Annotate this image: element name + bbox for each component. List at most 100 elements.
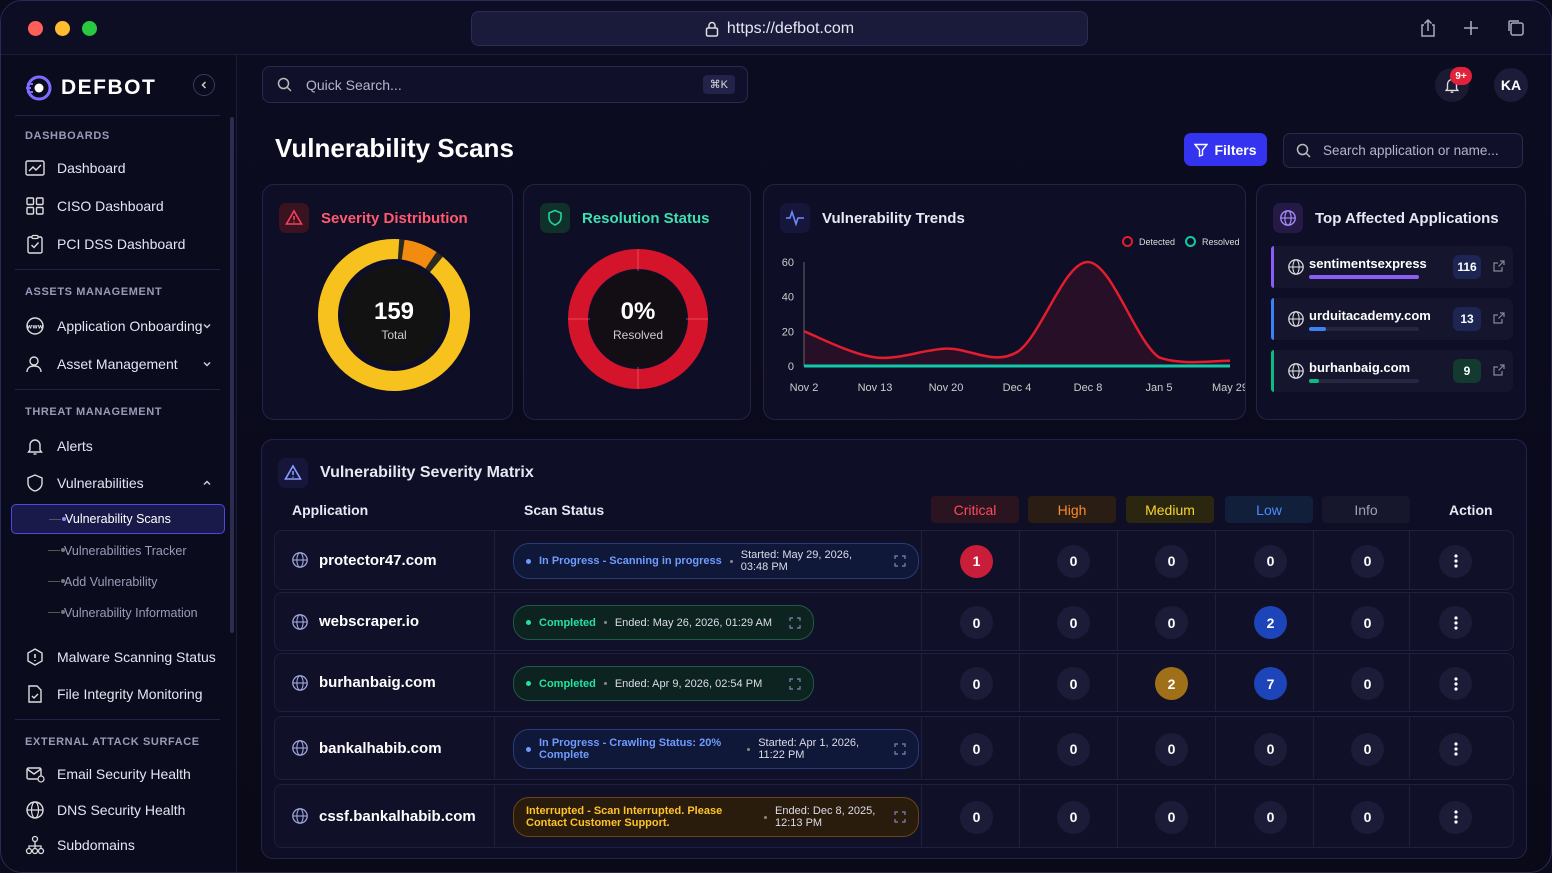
brand-logo[interactable]: DEFBOT — [25, 73, 156, 103]
filters-button[interactable]: Filters — [1184, 133, 1267, 166]
sidebar-subitem-vulnerabilities-tracker[interactable]: Vulnerabilities Tracker — [11, 536, 225, 566]
sidebar-subitem-vulnerability-scans[interactable]: Vulnerability Scans — [11, 504, 225, 534]
sidebar-item-ciso-dashboard[interactable]: CISO Dashboard — [15, 190, 220, 222]
low-count: 7 — [1254, 667, 1287, 700]
sidebar-subitem-label: Vulnerability Information — [64, 606, 198, 620]
sidebar-item-subdomains[interactable]: Subdomains — [15, 829, 220, 861]
card-icon-wrap — [540, 203, 570, 233]
globe-icon — [292, 808, 308, 824]
high-count: 0 — [1057, 667, 1090, 700]
critical-count: 0 — [960, 606, 993, 639]
top-affected-applications-card: Top Affected Applications sentimentsexpr… — [1256, 184, 1526, 420]
application-cell[interactable]: cssf.bankalhabib.com — [275, 785, 495, 847]
minimize-window-button[interactable] — [55, 21, 70, 36]
card-header: Severity Distribution — [279, 203, 468, 233]
tabs-overview-icon[interactable] — [1505, 17, 1527, 39]
sidebar-scrollbar[interactable] — [230, 117, 234, 633]
table-row: burhanbaig.com Completed Ended: Apr 9, 2… — [274, 653, 1514, 712]
sidebar-item-file-integrity-monitoring[interactable]: File Integrity Monitoring — [15, 678, 220, 710]
scan-status-pill: In Progress - Crawling Status: 20% Compl… — [513, 729, 919, 769]
shield-icon — [27, 474, 43, 492]
cell-divider — [1215, 717, 1216, 779]
more-vertical-icon — [1453, 742, 1458, 756]
sidebar-item-label: DNS Security Health — [57, 802, 186, 818]
critical-count: 0 — [960, 667, 993, 700]
column-header-application: Application — [292, 501, 369, 518]
sidebar-item-label: Asset Management — [57, 356, 178, 372]
status-dot — [526, 681, 531, 686]
x-tick-label: May 29 — [1212, 382, 1245, 394]
row-actions-button[interactable] — [1439, 544, 1472, 578]
www-globe-icon: www — [26, 317, 44, 335]
card-title: Top Affected Applications — [1315, 209, 1499, 227]
external-link-icon[interactable] — [1493, 364, 1505, 376]
row-actions-button[interactable] — [1439, 667, 1472, 700]
top-app-item[interactable]: urduitacademy.com 13 — [1271, 298, 1513, 340]
sidebar-item-label: PCI DSS Dashboard — [57, 236, 186, 252]
scan-status-text: In Progress - Scanning in progress — [539, 555, 722, 567]
cell-divider — [1019, 785, 1020, 847]
severity-total-label: Total — [381, 328, 407, 342]
sidebar-item-alerts[interactable]: Alerts — [15, 430, 220, 462]
row-actions-button[interactable] — [1439, 732, 1472, 766]
top-app-item[interactable]: sentimentsexpress 116 — [1271, 246, 1513, 288]
expand-icon[interactable] — [894, 811, 906, 823]
sidebar-item-label: Vulnerabilities — [57, 475, 144, 491]
application-search-input[interactable]: Search application or name... — [1283, 133, 1523, 168]
application-cell[interactable]: protector47.com — [275, 531, 495, 589]
cell-divider — [1117, 531, 1118, 589]
sidebar-item-asset-management[interactable]: Asset Management — [15, 348, 220, 380]
expand-icon[interactable] — [789, 677, 801, 690]
expand-icon[interactable] — [894, 555, 906, 567]
row-actions-button[interactable] — [1439, 800, 1472, 834]
sidebar-item-malware-scanning-status[interactable]: Malware Scanning Status — [15, 641, 220, 673]
card-title: Vulnerability Trends — [822, 209, 965, 227]
sidebar: DEFBOT DASHBOARDS Dashboard CISO Dashboa… — [1, 55, 237, 872]
application-cell[interactable]: bankalhabib.com — [275, 717, 495, 779]
sidebar-item-application-onboarding[interactable]: www Application Onboarding — [15, 310, 220, 342]
scan-timestamp: Started: Apr 1, 2026, 11:22 PM — [758, 737, 860, 761]
row-actions-button[interactable] — [1439, 606, 1472, 639]
new-tab-icon[interactable] — [1460, 17, 1482, 39]
expand-icon[interactable] — [789, 616, 801, 629]
low-count: 0 — [1254, 732, 1287, 766]
maximize-window-button[interactable] — [82, 21, 97, 36]
share-icon[interactable] — [1417, 17, 1439, 39]
scan-timestamp: Ended: Dec 8, 2025, 12:13 PM — [775, 805, 876, 829]
column-header-high: High — [1028, 496, 1116, 523]
scan-timestamp: Ended: Apr 9, 2026, 02:54 PM — [614, 677, 763, 690]
top-app-item[interactable]: burhanbaig.com 9 — [1271, 350, 1513, 392]
sidebar-subitem-vulnerability-information[interactable]: Vulnerability Information — [11, 598, 225, 628]
quick-search-input[interactable]: Quick Search... ⌘K — [262, 66, 748, 103]
sidebar-item-dns-security-health[interactable]: DNS Security Health — [15, 794, 220, 826]
url-bar[interactable]: https://defbot.com — [471, 11, 1088, 46]
vulnerability-trends-chart: 0 20 40 60 Nov 2 Nov 13 Nov 20 Dec 4 Dec 8 Jan 5 M… — [782, 257, 1245, 394]
critical-count: 0 — [960, 732, 993, 766]
warning-triangle-icon — [284, 464, 302, 480]
external-link-icon[interactable] — [1493, 312, 1505, 324]
scan-status-pill: Completed Ended: Apr 9, 2026, 02:54 PM — [513, 666, 814, 701]
chevron-left-icon — [201, 81, 207, 89]
expand-icon[interactable] — [894, 743, 906, 755]
application-cell[interactable]: webscraper.io — [275, 593, 495, 650]
external-link-icon[interactable] — [1493, 260, 1505, 272]
status-separator — [603, 621, 607, 624]
table-row: protector47.com In Progress - Scanning i… — [274, 530, 1514, 590]
globe-icon — [292, 740, 308, 756]
sidebar-item-email-security-health[interactable]: Email Security Health — [15, 758, 220, 790]
more-vertical-icon — [1453, 554, 1458, 568]
resolution-value: 0% — [620, 298, 656, 325]
sidebar-subitem-add-vulnerability[interactable]: Add Vulnerability — [11, 567, 225, 597]
collapse-sidebar-button[interactable] — [193, 74, 215, 96]
sidebar-item-pci-dss-dashboard[interactable]: PCI DSS Dashboard — [15, 228, 220, 260]
sidebar-item-dashboard[interactable]: Dashboard — [15, 152, 220, 184]
high-count: 0 — [1057, 606, 1090, 639]
medium-count: 2 — [1155, 667, 1188, 700]
top-app-count: 116 — [1453, 255, 1481, 279]
table-row: bankalhabib.com In Progress - Crawling S… — [274, 716, 1514, 780]
sidebar-item-vulnerabilities[interactable]: Vulnerabilities — [15, 467, 220, 499]
close-window-button[interactable] — [28, 21, 43, 36]
table-row: webscraper.io Completed Ended: May 26, 2… — [274, 592, 1514, 651]
application-cell[interactable]: burhanbaig.com — [275, 654, 495, 711]
user-avatar[interactable]: KA — [1494, 68, 1528, 102]
